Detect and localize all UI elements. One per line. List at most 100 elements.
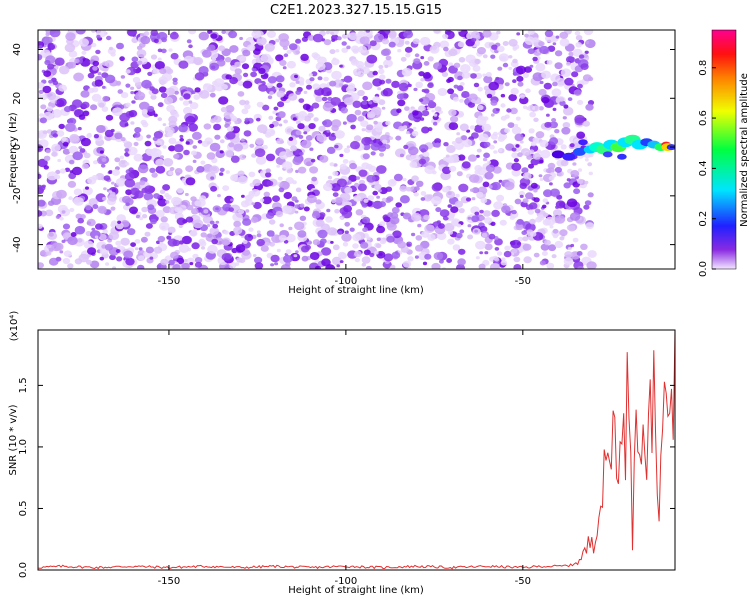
spectrogram-cell [125,162,130,166]
spectrogram-cell [94,235,99,239]
spectrogram-cell [413,192,419,197]
spectrogram-cell [519,140,524,144]
spectrogram-cell [539,139,549,148]
colorbar-gradient [712,30,736,269]
spectrogram-cell [517,81,524,87]
spectrogram-cell [137,60,143,66]
spectrogram-cell [73,188,83,196]
spectrogram-cell [38,147,42,151]
spectrogram-cell [228,30,238,39]
spectrogram-cell [459,98,464,103]
spectrogram-cell [483,116,489,121]
spectrogram-cell [55,256,62,262]
spectrogram-cell [525,88,531,93]
spectrogram-cell [242,49,251,57]
spectrogram-cell [447,204,452,208]
spectrogram-cell [543,212,549,217]
spectrogram-cell [495,76,500,81]
spectrogram-cell [228,261,237,269]
spectrogram-cell [511,248,518,254]
spectrogram-cell [62,141,69,147]
spectrogram-cell [139,95,145,100]
spectrogram-cell [99,233,107,241]
spectrogram-cell [405,131,410,135]
spectrogram-cell [567,247,572,251]
spectrogram-cell [467,216,472,220]
spectrogram-cell [513,158,520,163]
spectrogram-cell [267,76,277,84]
spectrogram-cell [225,105,235,113]
spectrogram-cell [420,197,426,201]
spectrogram-cell [78,146,82,150]
spectrogram-cell [229,113,235,118]
spectrogram-cell [422,261,428,266]
spectrogram-cell [120,92,129,99]
spectrogram-cell [386,235,395,243]
spectrogram-cell [295,187,302,193]
spectrogram-cell [299,215,307,221]
spectrogram-cell [78,114,86,120]
spectrogram-cell [514,198,522,205]
spectrogram-cell [105,114,114,121]
snr-y-ticks: 0.0 0.5 1.0 1.5 [18,377,675,578]
spectrogram-cell [237,81,244,87]
spectrogram-cell [269,123,275,129]
spectrogram-cell [418,158,426,165]
spectrogram-cell [276,248,281,253]
spectrogram-cell [166,68,174,75]
spectrogram-cell [329,80,337,87]
spectrogram-cell [221,253,232,262]
spectrogram-cell [572,237,579,243]
spectrogram-cell [559,31,569,39]
spectrogram-cell [170,251,179,259]
spectrogram-cell [52,133,59,138]
spectrogram-cell [500,103,506,108]
spectrogram-cell [573,138,580,144]
spectrogram-cell [366,54,378,64]
spectrogram-cell [494,257,500,262]
spectrogram-cell [370,151,376,156]
spectrogram-cell [456,85,464,91]
spectrogram-cell [257,124,268,134]
spectrogram-cell [79,214,86,220]
spectrogram-cell [357,183,367,192]
spectrogram-cell [201,246,205,250]
spectrogram-cell [571,71,579,78]
spectrogram-cell [279,181,290,190]
spectrogram-cell [529,64,534,68]
spectrogram-cell [337,36,342,41]
spectrogram-cell [44,36,53,45]
spectrogram-cell [350,124,356,130]
snr-panel: -150 -100 -50 0.0 0.5 1.0 1.5 Height of strai… [8,311,676,596]
spectrogram-cell [371,106,382,116]
spectrogram-cell [272,110,277,115]
spectrogram-cell [401,67,413,77]
spectrogram-cell [199,195,207,202]
spectrogram-cell [174,90,180,95]
x-tick-label: -150 [158,276,181,287]
spectrogram-cell [481,232,488,238]
spectrogram-cell [234,68,242,75]
spectrogram-cell [207,244,218,254]
spectrogram-cell [429,45,440,54]
spectrogram-cell [72,99,83,108]
spectrogram-cell [303,90,308,94]
spectrogram-cell [56,189,67,199]
spectrogram-cell [180,262,190,269]
spectrogram-cell [323,183,333,192]
spectrogram-cell [299,81,305,86]
spectrogram-cell [433,30,442,35]
spectrogram-cell [442,166,452,175]
spectrogram-cell [525,223,536,232]
spectrogram-cell [534,208,541,214]
spectrogram-cell [169,167,175,171]
spectrogram-cell [42,85,52,94]
spectrogram-cell [218,45,226,52]
spectrogram-cell [146,134,152,139]
spectrogram-cell [106,35,112,41]
spectrogram-cell [206,224,211,227]
spectrogram-cell [533,197,540,203]
spectrogram-cell [523,256,532,264]
spectrogram-cell [39,117,48,124]
spectrogram-cell [497,66,503,71]
